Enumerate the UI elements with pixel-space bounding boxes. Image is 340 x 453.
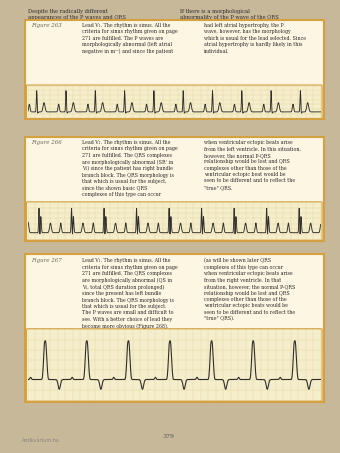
Text: Lead V₁. The rhythm is sinus. All the
criteria for sinus rhythm given on page
27: Lead V₁. The rhythm is sinus. All the cr… [82,140,177,197]
FancyBboxPatch shape [27,202,322,240]
Text: Lead V₁. The rhythm is sinus. All the
criteria for sinus rhythm given on page
27: Lead V₁. The rhythm is sinus. All the cr… [82,23,177,54]
FancyBboxPatch shape [27,85,322,119]
Text: Lead V₁. The rhythm is sinus. All the
criteria for sinus rhythm given on page
27: Lead V₁. The rhythm is sinus. All the cr… [82,259,177,328]
Text: when ventricular ectopic beats arise
from the left ventricle. In this situation,: when ventricular ectopic beats arise fro… [204,140,301,190]
Text: (as will be shown later QRS
complexes of this type can occur
when ventricular ec: (as will be shown later QRS complexes of… [204,259,295,321]
Text: 379: 379 [162,434,174,439]
Text: Antikvárium.hu: Antikvárium.hu [22,438,60,443]
Text: had left atrial hypertrophy, the P
wave, however, has the morphology
which is us: had left atrial hypertrophy, the P wave,… [204,23,306,53]
Text: Figure 266: Figure 266 [31,140,62,145]
Text: Figure 263: Figure 263 [31,23,62,28]
Text: Figure 267: Figure 267 [31,259,62,264]
Text: Despite the radically different
appearances of the P waves and QRS
complexes in : Despite the radically different appearan… [28,9,128,46]
FancyBboxPatch shape [27,329,322,401]
Text: If there is a morphological
abnormality of the P wave of the QRS
complex or of b: If there is a morphological abnormality … [181,9,293,59]
